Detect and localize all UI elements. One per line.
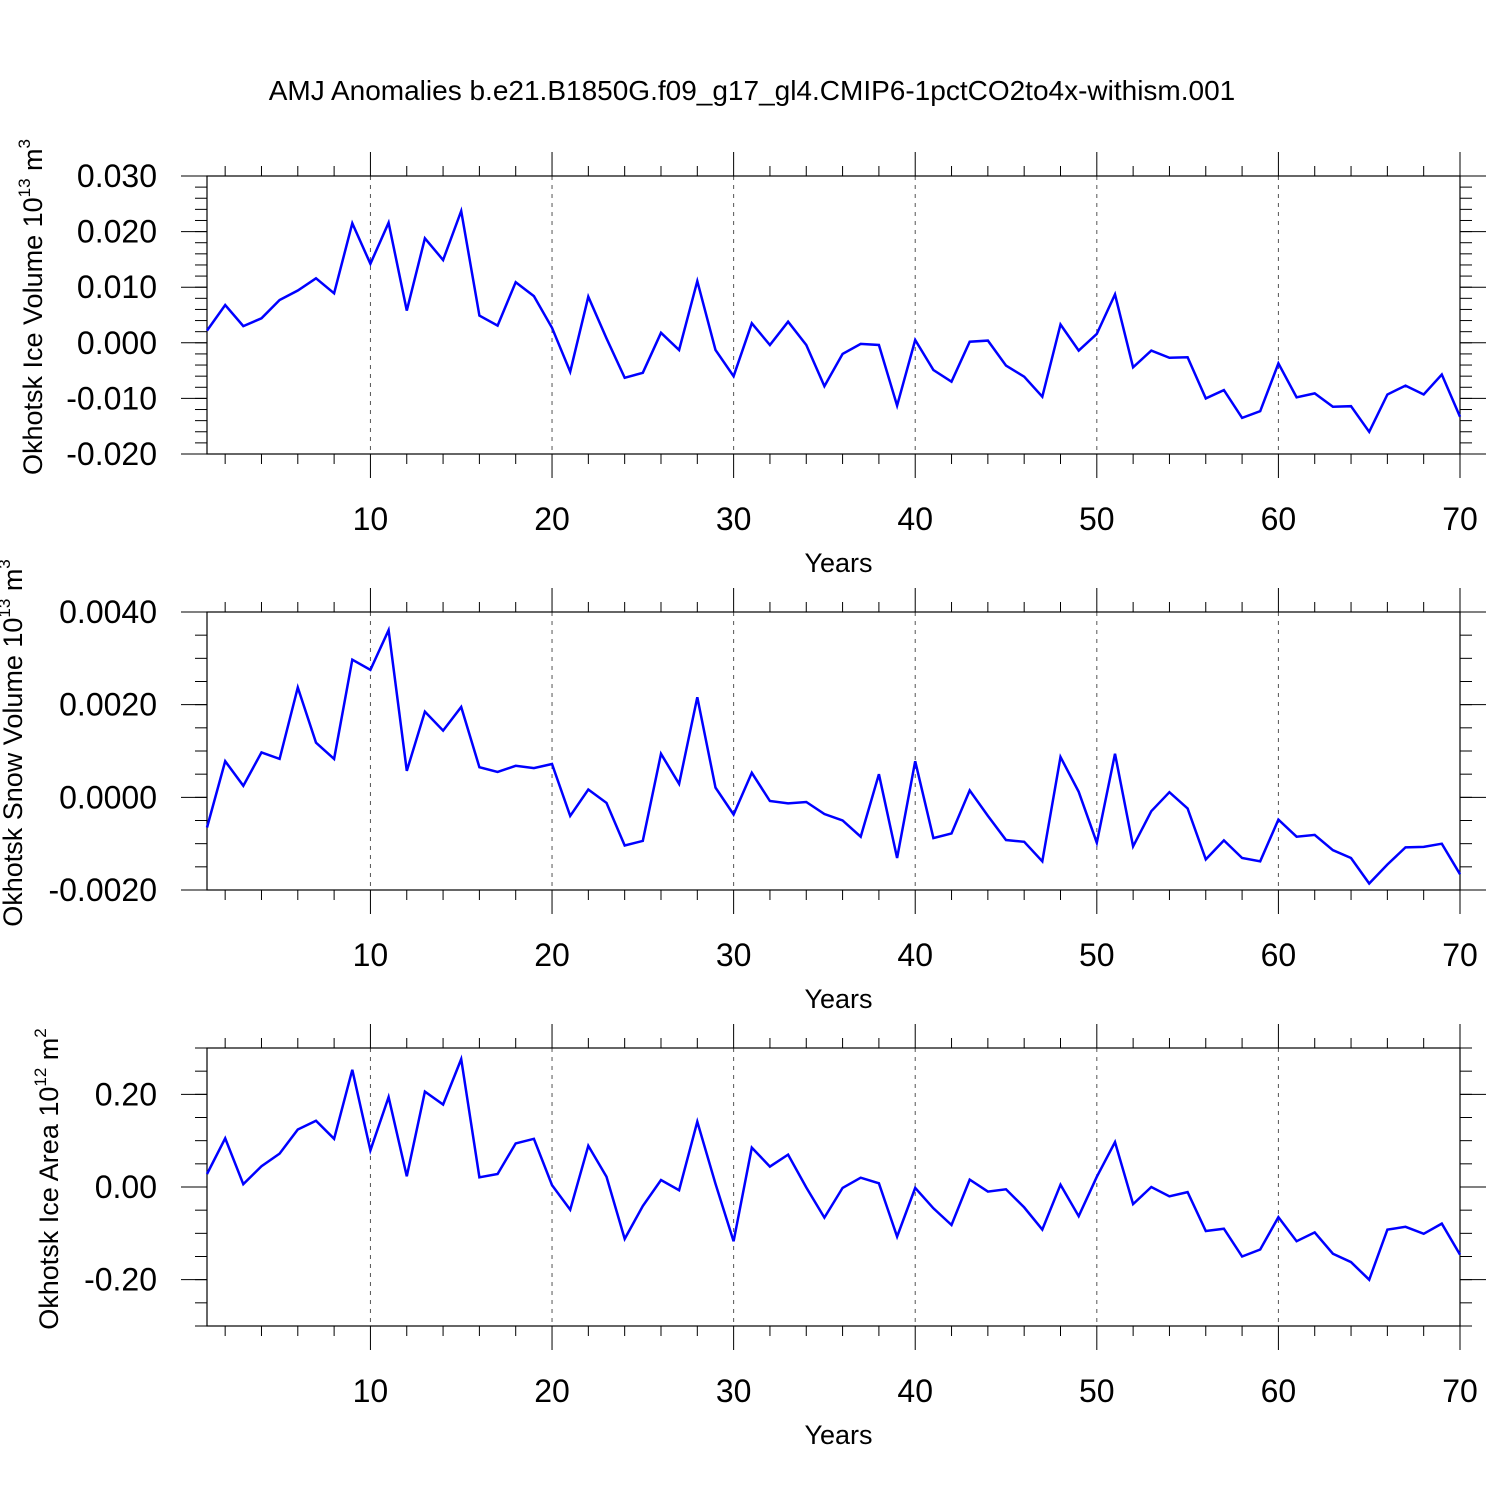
snow-volume-x-tick-label: 60 [1261,937,1297,973]
snow-volume-x-tick-label: 20 [534,937,570,973]
ice-volume-y-axis-label: Okhotsk Ice Volume 1013 m3 [15,139,48,475]
ice-volume-y-tick-label: -0.020 [66,436,157,472]
ice-area-x-tick-label: 50 [1079,1373,1115,1409]
ice-area-frame [206,1047,1461,1327]
snow-volume-y-tick-label: -0.0020 [48,872,157,908]
snow-volume-y-tick-label: 0.0020 [59,687,157,723]
ice-volume-y-tick-label: 0.000 [77,325,157,361]
snow-volume-x-tick-label: 40 [897,937,933,973]
snow-volume-x-tick-label: 10 [353,937,389,973]
ice-volume-x-tick-label: 50 [1079,501,1115,537]
ice-area-series-line [205,1054,1462,1282]
ice-volume-panel: 10 20 30 40 50 60 70 -0.020 -0.010 0.000 0.010 0.02… [15,139,1486,578]
ice-area-x-tick-label: 70 [1442,1373,1478,1409]
ice-area-y-axis-label: Okhotsk Ice Area 1012 m2 [31,1028,64,1330]
ice-volume-y-tick-label: 0.010 [77,269,157,305]
ice-volume-y-tick-label: -0.010 [66,380,157,416]
ice-area-x-axis-label: Years [804,1420,872,1450]
ice-area-x-tick-label: 30 [716,1373,752,1409]
ice-area-x-tick-label: 60 [1261,1373,1297,1409]
ice-volume-x-tick-label: 20 [534,501,570,537]
ice-volume-x-tick-label: 40 [897,501,933,537]
ice-volume-frame [206,175,1461,455]
snow-volume-frame [206,611,1461,891]
ice-area-x-tick-label: 10 [353,1373,389,1409]
ice-area-x-tick-label: 40 [897,1373,933,1409]
ice-area-x-tick-label: 20 [534,1373,570,1409]
ice-volume-x-tick-label: 60 [1261,501,1297,537]
ice-volume-y-tick-label: 0.030 [77,158,157,194]
snow-volume-series-line [205,625,1462,886]
snow-volume-x-axis-label: Years [804,984,872,1014]
snow-volume-panel: 10 20 30 40 50 60 70 -0.0020 0.0000 0.0020 0.0040 Y… [0,559,1486,1014]
ice-area-y-tick-label: 0.00 [95,1169,157,1205]
ice-area-y-tick-label: -0.20 [84,1262,157,1298]
ice-volume-series-line [205,206,1462,435]
snow-volume-y-tick-label: 0.0040 [59,594,157,630]
snow-volume-x-tick-label: 70 [1442,937,1478,973]
snow-volume-x-tick-label: 30 [716,937,752,973]
ice-volume-x-tick-label: 30 [716,501,752,537]
snow-volume-y-tick-label: 0.0000 [59,779,157,815]
snow-volume-y-axis-label: Okhotsk Snow Volume 1013 m3 [0,559,28,927]
chart-title: AMJ Anomalies b.e21.B1850G.f09_g17_gl4.C… [269,75,1236,106]
ice-volume-x-tick-label: 10 [353,501,389,537]
ice-volume-y-tick-label: 0.020 [77,214,157,250]
ice-volume-x-tick-label: 70 [1442,501,1478,537]
snow-volume-x-tick-label: 50 [1079,937,1115,973]
ice-area-panel: 10 20 30 40 50 60 70 -0.20 0.00 0.20 Years Okhotsk … [31,1024,1486,1450]
ice-volume-x-axis-label: Years [804,548,872,578]
ice-area-y-tick-label: 0.20 [95,1076,157,1112]
